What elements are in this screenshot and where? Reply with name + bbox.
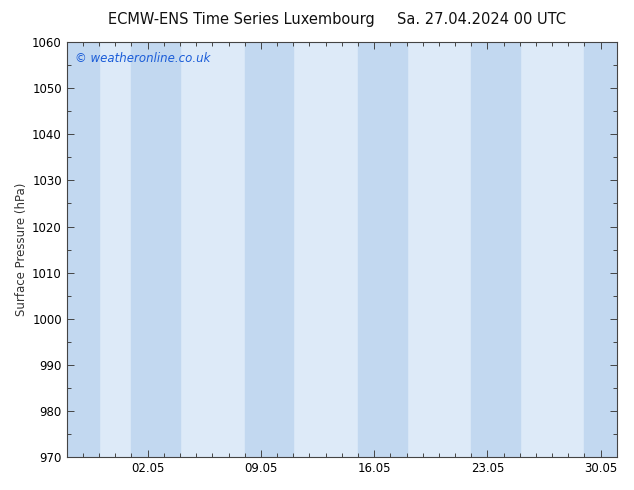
Text: © weatheronline.co.uk: © weatheronline.co.uk: [75, 52, 210, 66]
Text: Sa. 27.04.2024 00 UTC: Sa. 27.04.2024 00 UTC: [398, 12, 566, 27]
Text: ECMW-ENS Time Series Luxembourg: ECMW-ENS Time Series Luxembourg: [108, 12, 374, 27]
Bar: [67, 42, 99, 457]
Bar: [585, 42, 617, 457]
Bar: [131, 42, 180, 457]
Bar: [358, 42, 406, 457]
Bar: [245, 42, 294, 457]
Bar: [471, 42, 520, 457]
Y-axis label: Surface Pressure (hPa): Surface Pressure (hPa): [15, 183, 28, 316]
